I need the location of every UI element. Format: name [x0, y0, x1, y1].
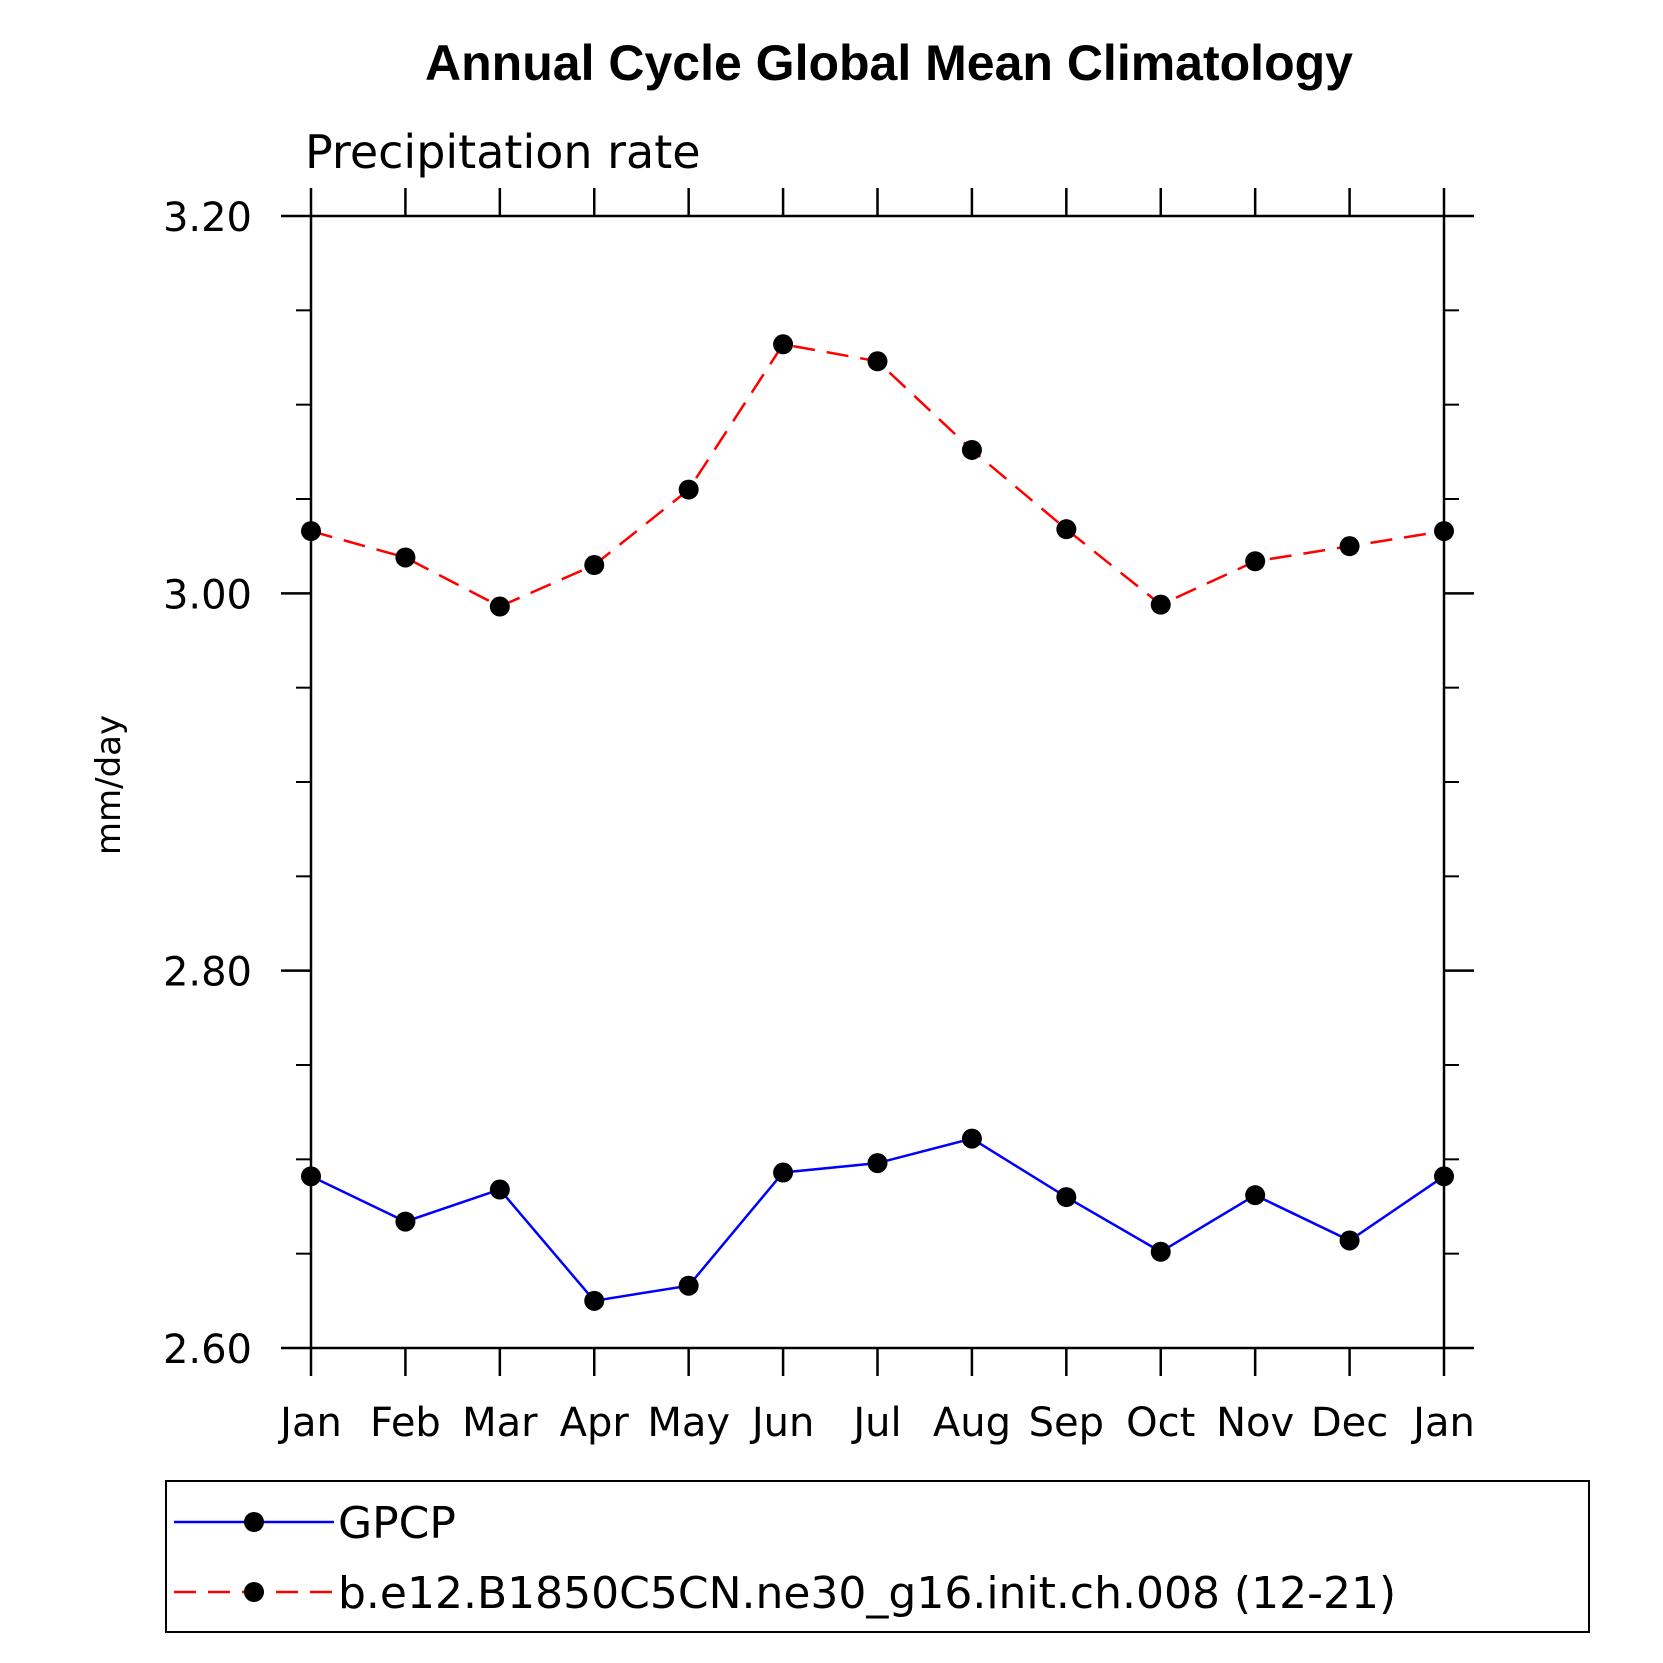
legend: GPCP b.e12.B1850C5CN.ne30_g16.init.ch.008… — [165, 1480, 1590, 1633]
y-tick-label: 2.80 — [163, 950, 252, 996]
series-line-1 — [310, 342, 1445, 608]
legend-marker-1 — [244, 1582, 264, 1602]
chart-subtitle: Precipitation rate — [305, 125, 701, 179]
x-tick-label: May — [647, 1400, 730, 1446]
data-point-series-0 — [1150, 1241, 1171, 1262]
data-point-series-0 — [1434, 1166, 1454, 1187]
data-point-series-1 — [489, 596, 510, 617]
data-point-series-1 — [961, 439, 982, 460]
data-point-series-0 — [1245, 1185, 1266, 1206]
data-point-series-1 — [773, 334, 794, 355]
data-point-series-0 — [395, 1211, 416, 1232]
legend-marker-0 — [244, 1512, 264, 1532]
x-tick-label: Aug — [933, 1400, 1011, 1446]
x-tick-label: Jun — [749, 1400, 815, 1446]
data-point-series-1 — [1245, 551, 1266, 572]
x-tick-label: Sep — [1029, 1400, 1104, 1446]
x-tick-label: Jan — [277, 1400, 342, 1446]
plot-frame — [309, 214, 1446, 1350]
y-axis-label: mm/day — [89, 715, 129, 855]
x-tick-label: Nov — [1216, 1400, 1294, 1446]
data-point-series-1 — [301, 521, 321, 542]
legend-label-0: GPCP — [338, 1498, 456, 1549]
data-point-series-1 — [867, 351, 888, 372]
data-point-series-1 — [1434, 521, 1454, 542]
data-point-series-0 — [1339, 1230, 1360, 1251]
data-point-series-1 — [1150, 594, 1171, 615]
legend-label-1: b.e12.B1850C5CN.ne30_g16.init.ch.008 (12… — [338, 1568, 1396, 1619]
series-layer — [301, 334, 1454, 1311]
data-point-series-0 — [584, 1290, 605, 1311]
x-tick-label: Jan — [1410, 1400, 1475, 1446]
data-point-series-1 — [395, 547, 416, 568]
y-tick-label: 3.20 — [163, 195, 252, 241]
data-point-series-1 — [1056, 519, 1077, 540]
x-tick-label: Mar — [462, 1400, 538, 1446]
x-tick-label: Jul — [850, 1400, 901, 1446]
y-tick-label: 2.60 — [163, 1327, 252, 1373]
data-point-series-0 — [1056, 1187, 1077, 1208]
axes: Jan Feb Mar Apr May Jun Jul Aug Sep Oct Nov Dec Jan 2… — [163, 188, 1475, 1446]
x-tick-label: Oct — [1126, 1400, 1195, 1446]
chart-title: Annual Cycle Global Mean Climatology — [425, 35, 1353, 91]
x-tick-label: Apr — [560, 1400, 630, 1446]
data-point-series-0 — [489, 1179, 510, 1200]
data-point-series-1 — [584, 555, 605, 576]
x-tick-label: Feb — [370, 1400, 441, 1446]
legend-box — [165, 1480, 1590, 1633]
data-point-series-0 — [678, 1275, 699, 1296]
y-tick-label: 3.00 — [163, 572, 252, 618]
data-point-series-0 — [867, 1153, 888, 1174]
data-point-series-1 — [678, 479, 699, 500]
data-point-series-0 — [773, 1162, 794, 1183]
data-point-series-0 — [961, 1128, 982, 1149]
data-point-series-1 — [1339, 536, 1360, 557]
x-tick-label: Dec — [1311, 1400, 1388, 1446]
data-point-series-0 — [301, 1166, 321, 1187]
